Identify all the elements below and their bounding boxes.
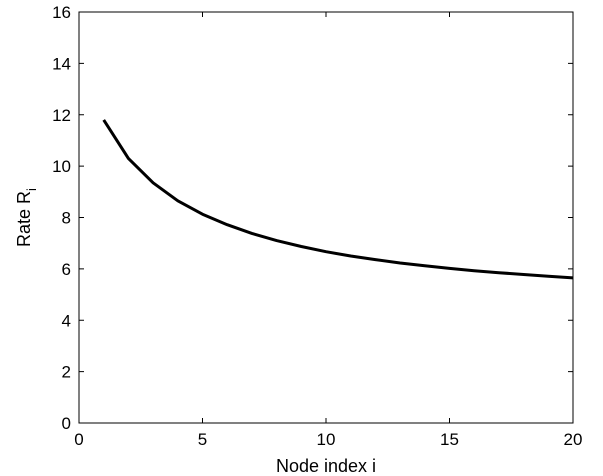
y-tick-label: 2 xyxy=(62,363,71,382)
y-tick-label: 4 xyxy=(62,311,71,330)
y-tick-label: 6 xyxy=(62,260,71,279)
y-axis-ticks: 0 2 4 6 8 10 12 14 16 xyxy=(52,3,573,433)
y-tick-label: 14 xyxy=(52,54,71,73)
y-tick-label: 16 xyxy=(52,3,71,22)
x-tick-label: 10 xyxy=(317,430,336,449)
y-tick-label: 8 xyxy=(62,209,71,228)
y-tick-label: 10 xyxy=(52,157,71,176)
plot-area-frame xyxy=(78,11,574,424)
x-axis-ticks: 0 5 10 15 20 xyxy=(74,12,582,449)
series-line xyxy=(102,119,574,280)
x-axis-label: Node index i xyxy=(276,456,376,476)
y-axis-label-main: Rate R xyxy=(14,191,34,247)
x-tick-label: 5 xyxy=(198,430,207,449)
y-axis-label-subscript: i xyxy=(24,188,39,191)
y-tick-label: 0 xyxy=(62,414,71,433)
y-axis-label: Rate Ri xyxy=(14,188,39,247)
y-tick-label: 12 xyxy=(52,106,71,125)
x-tick-label: 0 xyxy=(74,430,83,449)
x-tick-label: 20 xyxy=(564,430,583,449)
series-group xyxy=(102,119,574,280)
x-tick-label: 15 xyxy=(440,430,459,449)
